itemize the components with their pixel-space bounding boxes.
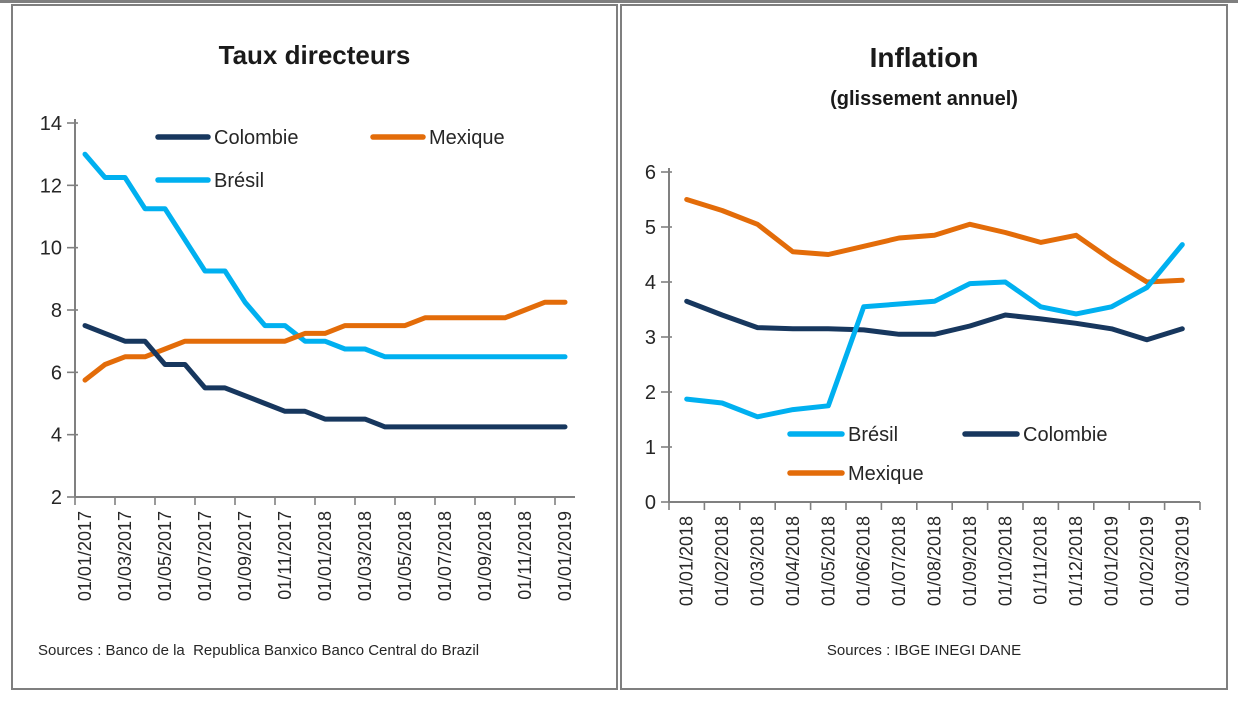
x-axis-label: 01/01/2019: [555, 511, 575, 601]
y-axis-label: 1: [645, 437, 656, 459]
legend-label-Mexique: Mexique: [848, 463, 924, 485]
x-axis-label: 01/02/2019: [1137, 516, 1157, 606]
y-axis-label: 10: [40, 238, 62, 260]
y-axis-label: 3: [645, 327, 656, 349]
x-axis-label: 01/01/2019: [1102, 516, 1122, 606]
legend-label-Colombie: Colombie: [214, 127, 298, 149]
y-axis-label: 6: [645, 162, 656, 184]
y-axis-label: 0: [645, 492, 656, 514]
y-axis-label: 2: [645, 382, 656, 404]
rates-source-note: Sources : Banco de la Republica Banxico …: [38, 642, 480, 659]
inflation-panel: Inflation (glissement annuel) 0 1 2 3 4 5 6 01/…: [620, 4, 1228, 690]
x-axis-label: 01/03/2017: [115, 511, 135, 601]
series-line-Brésil: [684, 242, 1185, 420]
x-axis-label: 01/03/2019: [1172, 516, 1192, 606]
x-axis-label: 01/04/2018: [783, 516, 803, 606]
x-axis-label: 01/11/2018: [515, 511, 535, 600]
legend-label-Brésil: Brésil: [214, 170, 264, 192]
y-axis-label: 14: [40, 113, 62, 135]
inflation-chart: 0 1 2 3 4 5 6 01/01/2018 01/02/2018 01/03/2018 01/…: [645, 162, 1201, 606]
x-axis-label: 01/09/2018: [960, 516, 980, 606]
y-axis-label: 2: [51, 487, 62, 509]
y-axis-label: 6: [51, 362, 62, 384]
x-axis-label: 01/07/2018: [435, 511, 455, 601]
x-axis-label: 01/02/2018: [712, 516, 732, 606]
x-axis-label: 01/01/2018: [677, 516, 697, 606]
x-axis-label: 01/10/2018: [995, 516, 1015, 606]
x-axis-label: 01/05/2018: [395, 511, 415, 601]
y-axis-label: 5: [645, 217, 656, 239]
x-axis-label: 01/07/2018: [889, 516, 909, 606]
series-line-Colombie: [82, 323, 568, 430]
y-axis-label: 12: [40, 175, 62, 197]
x-axis-label: 01/01/2017: [75, 511, 95, 601]
series-line-Mexique: [684, 197, 1185, 285]
x-axis-label: 01/08/2018: [925, 516, 945, 606]
x-axis-label: 01/11/2018: [1031, 516, 1051, 605]
series-line-Colombie: [684, 298, 1185, 343]
x-axis-label: 01/01/2018: [315, 511, 335, 601]
x-axis-label: 01/07/2017: [195, 511, 215, 601]
inflation-chart-title: Inflation: [869, 42, 979, 73]
x-axis-label: 01/06/2018: [854, 516, 874, 606]
y-axis-label: 4: [645, 272, 656, 294]
x-axis-label: 01/05/2018: [818, 516, 838, 606]
rates-chart: 2 4 6 8 10 12 14 01/01/2017 01/03/2017 01/05/2017…: [40, 113, 575, 601]
page-top-border: [0, 0, 1238, 3]
legend-label-Colombie: Colombie: [1023, 424, 1107, 446]
inflation-source-note: Sources : IBGE INEGI DANE: [826, 642, 1022, 659]
legend-label-Mexique: Mexique: [429, 127, 505, 149]
x-axis-label: 01/11/2017: [275, 511, 295, 600]
x-axis-label: 01/03/2018: [748, 516, 768, 606]
series-line-Mexique: [82, 299, 568, 383]
y-axis-label: 8: [51, 300, 62, 322]
series-line-Brésil: [82, 151, 568, 360]
x-axis-label: 01/03/2018: [355, 511, 375, 601]
rates-panel: Taux directeurs 2 4 6 8 10 12 14 01/01/2017 01/0…: [11, 4, 618, 690]
y-axis-label: 4: [51, 425, 62, 447]
x-axis-label: 01/12/2018: [1066, 516, 1086, 606]
rates-chart-title: Taux directeurs: [218, 40, 411, 70]
legend-label-Brésil: Brésil: [848, 424, 898, 446]
x-axis-label: 01/09/2017: [235, 511, 255, 601]
inflation-chart-subtitle: (glissement annuel): [830, 88, 1018, 110]
x-axis-label: 01/05/2017: [155, 511, 175, 601]
x-axis-label: 01/09/2018: [475, 511, 495, 601]
